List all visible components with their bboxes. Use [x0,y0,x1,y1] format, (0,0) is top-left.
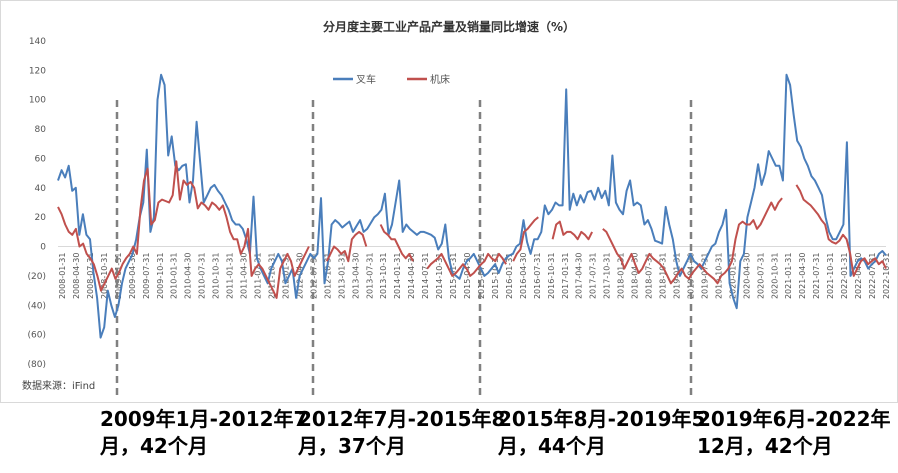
x-tick-label: 2022-07-31 [868,253,877,300]
period-label-3: 2015年8月-2019年5 月，44个月 [498,407,706,458]
series-line-2 [57,160,887,299]
x-tick-label: 2010-07-31 [198,253,207,300]
x-tick-label: 2020-10-31 [770,253,779,300]
x-tick-label: 2019-10-31 [714,253,723,300]
x-tick-label: 2018-01-31 [617,253,626,300]
x-tick-label: 2020-01-31 [728,253,737,300]
x-tick-label: 2008-10-31 [100,253,109,300]
x-tick-label: 2018-07-31 [645,253,654,300]
y-tick-label: 80 [35,125,47,135]
x-tick-label: 2014-01-31 [393,253,402,300]
y-tick-label: 120 [29,66,46,76]
x-tick-label: 2011-04-30 [240,253,249,300]
x-tick-label: 2012-07-31 [309,253,318,300]
x-tick-label: 2021-07-31 [812,253,821,300]
x-tick-label: 2010-10-31 [212,253,221,300]
x-tick-label: 2009-10-31 [156,253,165,300]
x-tick-label: 2015-04-30 [463,253,472,300]
y-tick-label: 20 [35,213,47,223]
x-tick-label: 2017-04-30 [575,253,584,300]
x-tick-label: 2015-07-31 [477,253,486,300]
x-tick-label: 2014-10-31 [435,253,444,300]
x-tick-label: 2017-10-31 [603,253,612,300]
x-tick-label: 2022-04-30 [854,253,863,300]
series-line-1 [57,73,887,339]
legend-label: 叉车 [356,73,376,86]
x-tick-label: 2013-10-31 [379,253,388,300]
x-tick-label: 2014-04-30 [407,253,416,300]
x-tick-label: 2008-01-31 [58,253,67,300]
x-tick-label: 2018-04-30 [631,253,640,300]
x-tick-label: 2016-01-31 [505,253,514,300]
y-tick-label: 40 [35,184,47,194]
y-tick-label: 100 [29,96,46,106]
y-axis: 140 120 100 80 60 40 20 0 (20) (40) (60) (80) [28,37,886,370]
x-tick-label: 2019-07-31 [700,253,709,300]
x-tick-label: 2021-04-30 [798,253,807,300]
x-tick-label: 2008-07-31 [86,253,95,300]
x-tick-label: 2009-04-30 [128,253,137,300]
x-tick-label: 2009-07-31 [142,253,151,300]
x-tick-label: 2021-01-31 [784,253,793,300]
x-tick-label: 2011-07-31 [254,253,263,300]
x-tick-label: 2018-10-31 [659,253,668,300]
x-tick-label: 2017-07-31 [589,253,598,300]
y-tick-label: (60) [28,331,46,341]
y-tick-label: 0 [40,243,46,253]
period-label-2: 2012年7月-2015年8 月，37个月 [298,407,506,458]
x-tick-label: 2011-10-31 [267,253,276,300]
x-tick-label: 2016-07-31 [533,253,542,300]
chart-title: 分月度主要工业产品产量及销量同比增速（%） [323,19,575,34]
x-tick-label: 2010-01-31 [170,253,179,300]
y-tick-label: (20) [28,272,46,282]
source-note: 数据来源：iFind [22,381,96,392]
legend-label: 机床 [430,73,450,86]
x-tick-label: 2013-04-30 [351,253,360,300]
x-axis: 2008-01-31 2008-04-30 2008-07-31 2008-10-31… [58,253,891,300]
period-dividers [115,100,693,395]
x-tick-label: 2016-04-30 [519,253,528,300]
x-tick-label: 2013-01-31 [337,253,346,300]
x-tick-label: 2015-10-31 [491,253,500,300]
y-tick-label: (80) [28,360,46,370]
y-tick-label: (40) [28,301,46,311]
period-label-1: 2009年1月-2012年7 月，42个月 [100,407,308,458]
line-chart: 分月度主要工业产品产量及销量同比增速（%） 140120100806040200… [28,19,891,395]
x-tick-label: 2017-01-31 [561,253,570,300]
x-tick-label: 2014-07-31 [421,253,430,300]
y-tick-label: 60 [35,154,47,164]
x-tick-label: 2022-01-31 [840,253,849,300]
x-tick-label: 2020-04-30 [742,253,751,300]
y-tick-label: 140 [29,37,46,47]
series-lines [57,73,887,339]
period-label-4: 2019年6月-2022年 12月，42个月 [697,407,891,458]
x-tick-label: 2011-01-31 [226,253,235,300]
x-tick-label: 2022-10-31 [882,253,891,300]
x-tick-label: 2008-04-30 [72,253,81,300]
legend: 叉车 机床 [333,73,450,86]
x-tick-label: 2016-10-31 [547,253,556,300]
x-tick-label: 2012-01-31 [281,253,290,300]
x-tick-label: 2013-07-31 [365,253,374,300]
x-tick-label: 2010-04-30 [184,253,193,300]
x-tick-label: 2021-10-31 [826,253,835,300]
x-tick-label: 2020-07-31 [756,253,765,300]
x-tick-label: 2012-10-31 [323,253,332,300]
